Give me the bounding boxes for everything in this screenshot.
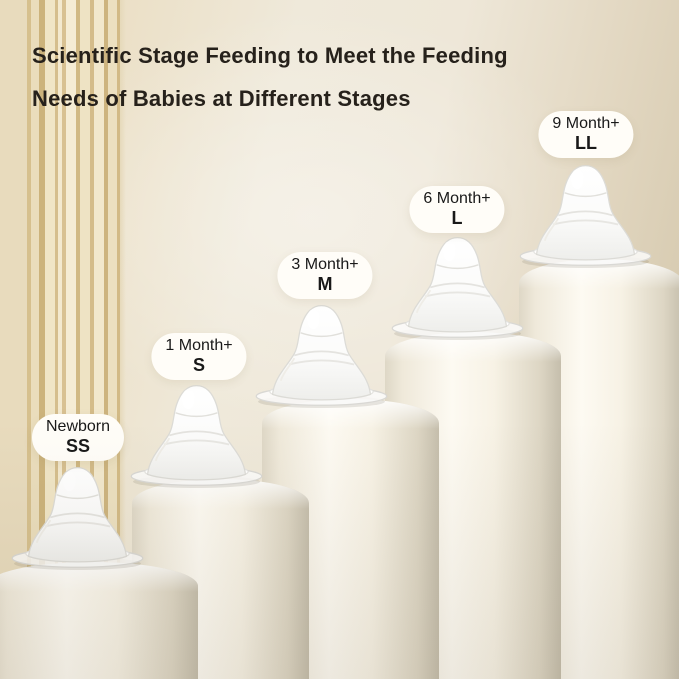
stage-label-6-month-l: 6 Month+ L — [409, 186, 505, 233]
page-title: Scientific Stage Feeding to Meet the Fee… — [32, 34, 508, 120]
stage-age-text: Newborn — [45, 418, 111, 435]
stage-label-newborn-ss: Newborn SS — [31, 414, 125, 461]
bottle-nipple-image-l — [391, 236, 524, 341]
page-title-line-1: Scientific Stage Feeding to Meet the Fee… — [32, 43, 508, 68]
stage-age-text: 3 Month+ — [291, 256, 359, 273]
page-title-line-2: Needs of Babies at Different Stages — [32, 86, 411, 111]
bottle-nipple-image-ss — [11, 466, 144, 571]
stage-label-9-month-ll: 9 Month+ LL — [538, 111, 634, 158]
bottle-nipple-image-m — [255, 304, 388, 409]
stage-age-text: 6 Month+ — [423, 190, 491, 207]
pedestal-stage-1 — [0, 562, 198, 679]
stage-size-text: L — [451, 208, 463, 228]
stage-size-text: M — [317, 274, 333, 294]
stage-size-text: SS — [65, 436, 90, 456]
stage-size-text: S — [192, 355, 205, 375]
stage-label-3-month-m: 3 Month+ M — [277, 252, 373, 299]
stage-size-text: LL — [575, 133, 597, 153]
stage-age-text: 1 Month+ — [165, 337, 233, 354]
stage-age-text: 9 Month+ — [552, 115, 620, 132]
stage-label-1-month-s: 1 Month+ S — [151, 333, 247, 380]
bottle-nipple-image-ll — [519, 164, 652, 269]
